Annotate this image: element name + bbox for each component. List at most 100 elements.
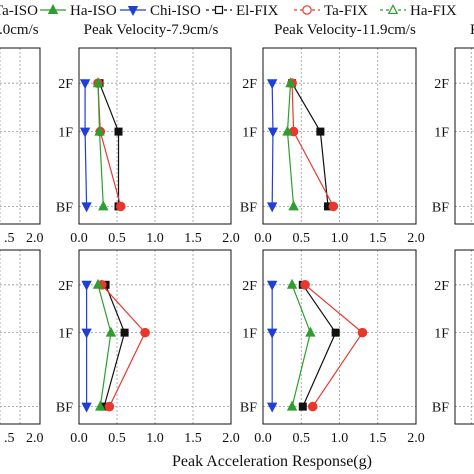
x-tick-label: 1.0 xyxy=(146,231,164,246)
data-point xyxy=(328,201,339,212)
y-tick-label: 2F xyxy=(434,77,449,92)
legend-label: El-FIX xyxy=(236,3,279,19)
data-point xyxy=(114,127,123,136)
legend: Ta-ISO Ha-ISO Chi-ISO El-FIX Ta-FIX Ha-FIX xyxy=(0,3,457,19)
x-tick-label: 2.0 xyxy=(222,431,240,446)
data-point xyxy=(267,127,279,138)
y-tick-label: BF xyxy=(240,200,257,215)
legend-entry: Chi-ISO xyxy=(120,3,201,19)
y-tick-label: 2F xyxy=(434,279,449,294)
series-ta-iso xyxy=(300,279,368,412)
legend-marker xyxy=(214,5,224,15)
data-point xyxy=(288,200,299,211)
series-ha-iso xyxy=(286,278,316,411)
data-point xyxy=(266,79,278,90)
y-tick-label: 1F xyxy=(434,126,449,141)
series-chi-iso xyxy=(266,280,278,413)
x-tick-label: 0.0 xyxy=(254,431,272,446)
y-tick-label: 1F xyxy=(58,327,73,342)
data-point xyxy=(266,202,278,213)
panel-frame xyxy=(454,47,474,225)
series-ha-iso xyxy=(92,278,117,411)
x-tick-label: 0.5 xyxy=(108,231,126,246)
data-point xyxy=(305,326,316,337)
x-tick-label: 2.0 xyxy=(407,431,425,446)
column-title: Peak Velocity-11.9cm/s xyxy=(274,22,416,38)
column-title: .0cm/s xyxy=(0,22,39,38)
column-title: Peak xyxy=(470,22,474,38)
panel-frame xyxy=(454,249,474,425)
data-point xyxy=(140,327,150,338)
data-point xyxy=(104,401,115,412)
data-point xyxy=(266,328,278,339)
panel-frame xyxy=(78,249,232,425)
x-tick-label: 0.5 xyxy=(108,431,126,446)
legend-entry: Ta-FIX xyxy=(294,3,368,19)
series-ta-iso xyxy=(287,78,339,212)
y-tick-label: BF xyxy=(56,200,73,215)
data-point xyxy=(81,202,92,213)
data-point xyxy=(116,201,126,212)
series-chi-iso xyxy=(266,79,279,213)
x-tick-label: 0.5 xyxy=(293,231,311,246)
panel: BF 1F 2F xyxy=(432,47,474,225)
x-tick-label: 1.5 xyxy=(184,431,202,446)
data-point xyxy=(95,400,106,411)
x-tick-label: 0.0 xyxy=(70,231,88,246)
data-point xyxy=(266,280,278,291)
series-line xyxy=(271,83,274,207)
panel: BF 1F 2F 0.0 0.5 1.0 1.5 2.0 xyxy=(56,249,240,446)
panel: .5 2.0 xyxy=(0,47,44,246)
x-tick-label: .5 xyxy=(4,431,15,446)
legend-marker xyxy=(387,3,399,14)
x-tick-label: 1.0 xyxy=(331,231,349,246)
x-tick-label: 2.0 xyxy=(26,231,44,246)
panel: BF 1F 2F xyxy=(432,249,474,425)
x-tick-label: 2.0 xyxy=(407,231,425,246)
series-line xyxy=(84,83,88,207)
series-line xyxy=(291,83,334,207)
series-ta-iso xyxy=(97,279,150,412)
data-point xyxy=(92,77,104,88)
y-tick-label: 2F xyxy=(242,279,257,294)
series-ha-iso xyxy=(92,77,109,211)
panel-frame xyxy=(0,47,41,225)
series-chi-iso xyxy=(79,79,92,213)
legend-marker xyxy=(127,5,139,17)
legend-label: Ta-ISO xyxy=(0,3,38,19)
column-title: Peak Velocity-7.9cm/s xyxy=(84,22,219,38)
data-point xyxy=(298,402,307,411)
x-tick-label: 1.5 xyxy=(369,231,387,246)
data-point xyxy=(105,326,117,337)
legend-entry: Ha-ISO xyxy=(40,3,117,19)
data-point xyxy=(300,279,310,290)
x-tick-label: 0.5 xyxy=(293,431,311,446)
data-point xyxy=(81,328,92,339)
panel-frame xyxy=(0,249,41,425)
legend-label: Ha-FIX xyxy=(410,3,457,19)
panel-frame xyxy=(262,249,417,425)
x-tick-label: 2.0 xyxy=(222,231,240,246)
legend-entry: Ta-ISO xyxy=(0,3,38,19)
y-tick-label: 2F xyxy=(242,77,257,92)
data-point xyxy=(98,200,109,211)
y-tick-label: BF xyxy=(432,200,449,215)
data-point xyxy=(79,79,91,90)
x-axis-label: Peak Acceleration Response(g) xyxy=(172,453,372,470)
data-point xyxy=(316,127,325,136)
data-point xyxy=(92,278,104,289)
data-point xyxy=(357,327,368,338)
panel-frame xyxy=(78,47,232,225)
series-line xyxy=(304,284,364,407)
data-point xyxy=(286,400,298,411)
y-tick-label: 2F xyxy=(58,77,73,92)
panel: BF 1F 2F 0.0 0.5 1.0 1.5 2.0 xyxy=(240,47,425,246)
data-point xyxy=(331,328,340,337)
x-tick-label: 0.0 xyxy=(254,231,272,246)
column-titles: .0cm/s Peak Velocity-7.9cm/s Peak Velocity… xyxy=(0,22,474,38)
series-el-fix xyxy=(298,280,340,411)
series-line xyxy=(103,284,126,407)
x-tick-label: 1.0 xyxy=(146,431,164,446)
